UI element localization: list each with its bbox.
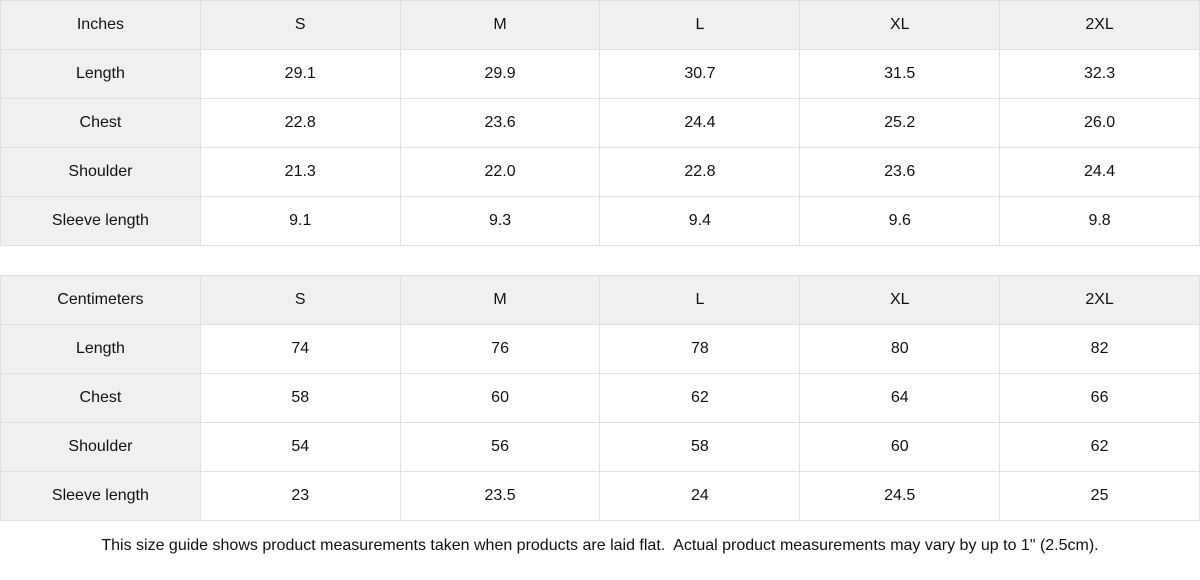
value-cell: 21.3 [199,147,401,197]
row-label-cell: Chest [0,373,201,423]
value-cell: 23 [199,471,401,521]
value-cell: 25 [999,471,1200,521]
value-cell: 22.8 [199,98,401,148]
row-label-cell: Length [0,324,201,374]
value-cell: 9.6 [799,196,1001,246]
value-cell: 24 [599,471,801,521]
size-header-cell: L [599,275,801,325]
row-label-cell: Chest [0,98,201,148]
size-header-cell: L [599,0,801,50]
value-cell: 22.8 [599,147,801,197]
size-header-cell: S [199,0,401,50]
size-header-cell: XL [799,275,1001,325]
value-cell: 74 [199,324,401,374]
size-header-cell: 2XL [999,275,1200,325]
value-cell: 64 [799,373,1001,423]
value-cell: 9.3 [399,196,601,246]
value-cell: 80 [799,324,1001,374]
value-cell: 24.5 [799,471,1001,521]
table-row: Shoulder 21.3 22.0 22.8 23.6 24.4 [0,147,1200,197]
value-cell: 82 [999,324,1200,374]
value-cell: 30.7 [599,49,801,99]
value-cell: 24.4 [599,98,801,148]
size-header-cell: M [399,275,601,325]
value-cell: 23.6 [799,147,1001,197]
size-header-cell: S [199,275,401,325]
size-header-cell: 2XL [999,0,1200,50]
size-header-cell: M [399,0,601,50]
value-cell: 22.0 [399,147,601,197]
value-cell: 78 [599,324,801,374]
table-row: Shoulder 54 56 58 60 62 [0,422,1200,472]
value-cell: 62 [599,373,801,423]
value-cell: 24.4 [999,147,1200,197]
row-label-cell: Sleeve length [0,471,201,521]
table-row: Sleeve length 23 23.5 24 24.5 25 [0,471,1200,521]
size-header-cell: XL [799,0,1001,50]
value-cell: 29.1 [199,49,401,99]
value-cell: 58 [599,422,801,472]
value-cell: 9.8 [999,196,1200,246]
value-cell: 54 [199,422,401,472]
size-table-inches: Inches S M L XL 2XL Length 29.1 29.9 30.… [0,0,1200,246]
value-cell: 76 [399,324,601,374]
unit-header-cell: Inches [0,0,201,50]
value-cell: 32.3 [999,49,1200,99]
value-cell: 56 [399,422,601,472]
value-cell: 26.0 [999,98,1200,148]
value-cell: 23.5 [399,471,601,521]
value-cell: 60 [799,422,1001,472]
table-row: Chest 58 60 62 64 66 [0,373,1200,423]
value-cell: 9.4 [599,196,801,246]
unit-header-cell: Centimeters [0,275,201,325]
table-header-row: Inches S M L XL 2XL [0,0,1200,50]
table-header-row: Centimeters S M L XL 2XL [0,275,1200,325]
value-cell: 60 [399,373,601,423]
row-label-cell: Shoulder [0,147,201,197]
value-cell: 25.2 [799,98,1001,148]
value-cell: 23.6 [399,98,601,148]
value-cell: 9.1 [199,196,401,246]
table-row: Sleeve length 9.1 9.3 9.4 9.6 9.8 [0,196,1200,246]
row-label-cell: Sleeve length [0,196,201,246]
value-cell: 31.5 [799,49,1001,99]
size-guide-note: This size guide shows product measuremen… [0,521,1200,570]
size-table-centimeters: Centimeters S M L XL 2XL Length 74 76 78… [0,275,1200,521]
table-row: Length 74 76 78 80 82 [0,324,1200,374]
row-label-cell: Shoulder [0,422,201,472]
table-row: Length 29.1 29.9 30.7 31.5 32.3 [0,49,1200,99]
table-row: Chest 22.8 23.6 24.4 25.2 26.0 [0,98,1200,148]
row-label-cell: Length [0,49,201,99]
value-cell: 29.9 [399,49,601,99]
value-cell: 66 [999,373,1200,423]
value-cell: 62 [999,422,1200,472]
value-cell: 58 [199,373,401,423]
table-gap [0,246,1200,275]
